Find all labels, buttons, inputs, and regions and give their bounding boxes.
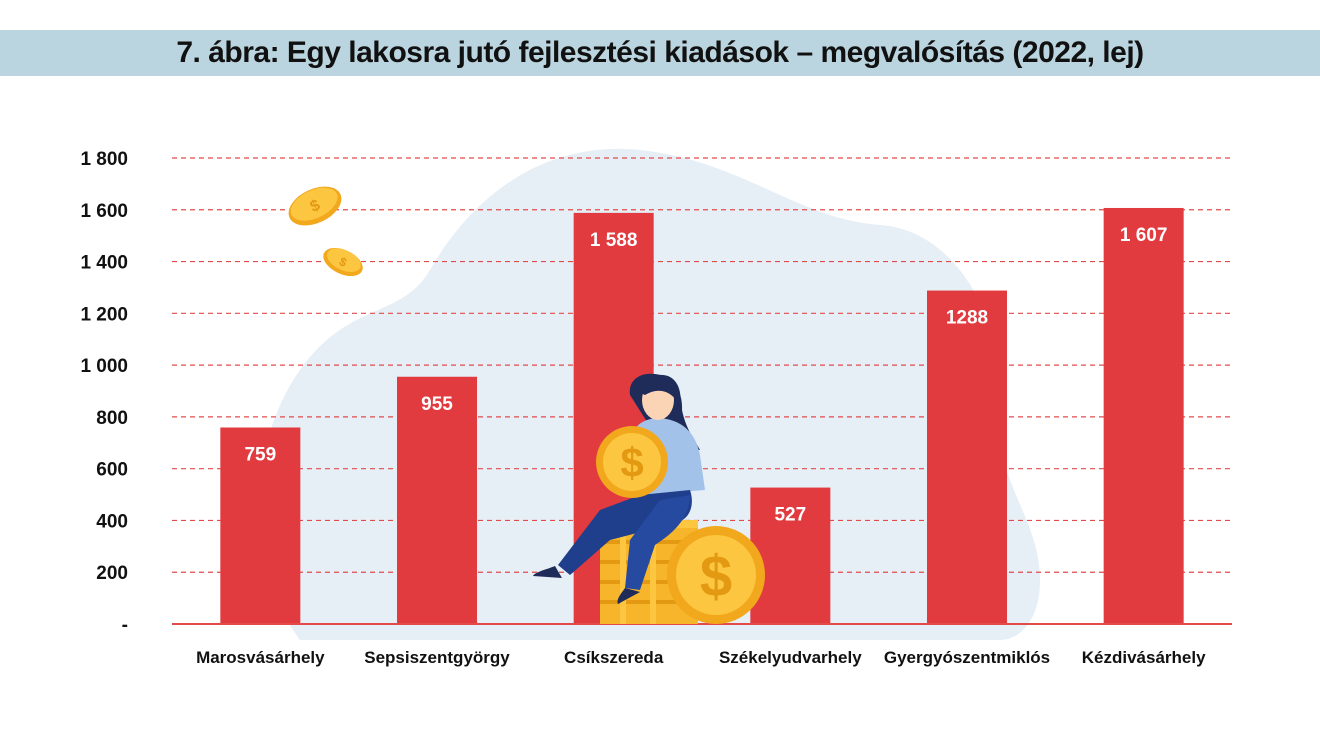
data-label: 1288	[946, 308, 988, 329]
x-tick-label: Székelyudvarhely	[719, 648, 862, 667]
y-tick-label: 400	[96, 511, 128, 532]
x-tick-label: Kézdivásárhely	[1082, 648, 1206, 667]
bar	[220, 427, 301, 624]
bar	[1103, 207, 1184, 624]
bar	[927, 290, 1007, 624]
x-axis: Marosvásárhely Sepsiszentgyörgy Csíkszered…	[196, 648, 1206, 667]
y-tick-label: 1 200	[80, 304, 128, 325]
x-tick-label: Gyergyószentmiklós	[884, 648, 1050, 667]
y-tick-label: 1 600	[80, 201, 128, 222]
y-tick-label: -	[122, 615, 128, 636]
data-label: 1 588	[590, 230, 638, 251]
y-tick-label: 600	[96, 460, 128, 481]
chart-title: 7. ábra: Egy lakosra jutó fejlesztési ki…	[176, 36, 1144, 69]
data-label: 759	[244, 445, 276, 466]
y-tick-label: 1 400	[80, 253, 128, 274]
x-tick-label: Csíkszereda	[564, 648, 664, 667]
woman-with-coins-illustration: $ $	[533, 373, 765, 624]
flying-coin-icon: $	[323, 247, 363, 277]
x-tick-label: Sepsiszentgyörgy	[364, 648, 510, 667]
y-axis: - 200 400 600 800 1 000 1 200 1 400 1 600 1 800	[80, 149, 128, 636]
data-label: 527	[774, 505, 806, 526]
grid-lines	[172, 157, 1232, 573]
bar	[397, 376, 477, 624]
title-band: 7. ábra: Egy lakosra jutó fejlesztési ki…	[0, 30, 1320, 76]
data-label: 1 607	[1120, 225, 1168, 246]
big-coin-icon: $	[667, 526, 765, 624]
y-tick-label: 1 800	[80, 149, 128, 170]
y-tick-label: 1 000	[80, 356, 128, 377]
x-tick-label: Marosvásárhely	[196, 648, 325, 667]
flying-coin-icon: $	[288, 186, 342, 226]
bar	[750, 487, 831, 624]
svg-text:$: $	[620, 439, 643, 486]
data-labels: 759 955 1 588 527 1288 1 607	[244, 225, 1167, 526]
held-coin-icon: $	[596, 426, 668, 498]
svg-text:$: $	[700, 544, 732, 609]
y-tick-label: 200	[96, 563, 128, 584]
data-label: 955	[421, 394, 453, 415]
y-tick-label: 800	[96, 408, 128, 429]
